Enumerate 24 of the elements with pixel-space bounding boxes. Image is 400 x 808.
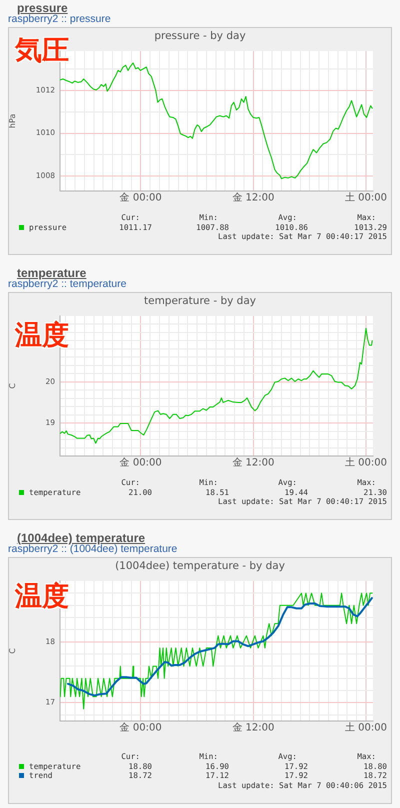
- x-tick-label: 金 00:00: [120, 722, 162, 734]
- x-tick-label: 土 00:00: [344, 456, 387, 469]
- x-tick-label: 土 00:00: [344, 192, 387, 204]
- y-axis-title: C: [8, 648, 17, 654]
- chart-subtitle: raspberry2 :: temperature: [8, 278, 126, 290]
- x-tick-label: 金 00:00: [120, 192, 162, 204]
- y-axis-title: hPa: [8, 114, 17, 128]
- x-tick-label: 土 00:00: [344, 722, 387, 734]
- chart-subtitle: raspberry2 :: (1004dee) temperature: [8, 543, 178, 555]
- x-tick-label: 金 12:00: [232, 722, 274, 734]
- y-axis-title: C: [8, 382, 17, 389]
- x-tick-label: 金 12:00: [232, 456, 274, 469]
- text: temperature - by day: [143, 295, 257, 308]
- chart-subtitle: raspberry2 :: pressure: [8, 13, 111, 25]
- x-tick-label: 金 12:00: [232, 192, 274, 204]
- annotation: 気圧: [15, 35, 69, 66]
- annotation: 温度: [15, 581, 69, 612]
- text: pressure - by day: [154, 30, 246, 42]
- chart-title: (1004dee) temperature: [17, 531, 146, 545]
- chart-title: temperature: [17, 266, 86, 280]
- chart-title: pressure: [17, 1, 68, 15]
- annotation: 温度: [15, 320, 69, 351]
- x-tick-label: 金 00:00: [120, 456, 162, 469]
- text: (1004dee) temperature - by day: [114, 560, 286, 573]
